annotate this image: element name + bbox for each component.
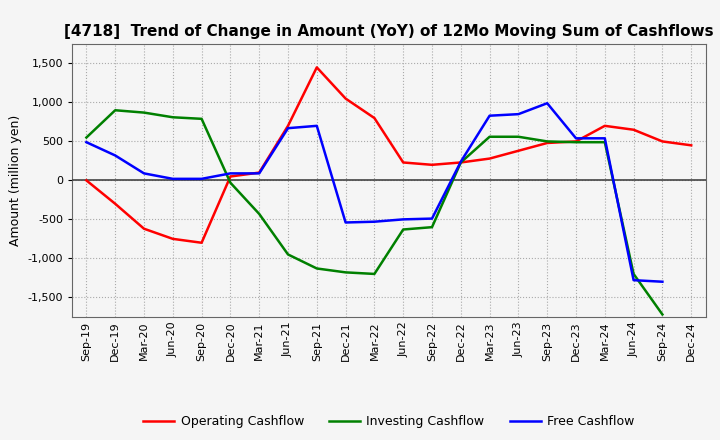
- Free Cashflow: [226, 171, 235, 176]
- Investing Cashflow: [140, 110, 148, 115]
- Free Cashflow: [485, 113, 494, 118]
- Operating Cashflow: [629, 127, 638, 132]
- Investing Cashflow: [658, 312, 667, 317]
- Investing Cashflow: [168, 115, 177, 120]
- Line: Free Cashflow: Free Cashflow: [86, 103, 662, 282]
- Free Cashflow: [399, 217, 408, 222]
- Operating Cashflow: [197, 240, 206, 246]
- Free Cashflow: [543, 101, 552, 106]
- Operating Cashflow: [428, 162, 436, 168]
- Operating Cashflow: [140, 226, 148, 231]
- Operating Cashflow: [255, 170, 264, 175]
- Operating Cashflow: [82, 178, 91, 183]
- Investing Cashflow: [572, 139, 580, 145]
- Title: [4718]  Trend of Change in Amount (YoY) of 12Mo Moving Sum of Cashflows: [4718] Trend of Change in Amount (YoY) o…: [64, 24, 714, 39]
- Free Cashflow: [255, 171, 264, 176]
- Legend: Operating Cashflow, Investing Cashflow, Free Cashflow: Operating Cashflow, Investing Cashflow, …: [138, 411, 639, 433]
- Free Cashflow: [629, 278, 638, 283]
- Free Cashflow: [428, 216, 436, 221]
- Investing Cashflow: [226, 180, 235, 185]
- Free Cashflow: [658, 279, 667, 284]
- Free Cashflow: [284, 125, 292, 131]
- Operating Cashflow: [111, 201, 120, 206]
- Investing Cashflow: [312, 266, 321, 271]
- Operating Cashflow: [456, 160, 465, 165]
- Operating Cashflow: [514, 148, 523, 154]
- Operating Cashflow: [687, 143, 696, 148]
- Investing Cashflow: [600, 139, 609, 145]
- Investing Cashflow: [456, 160, 465, 165]
- Free Cashflow: [514, 111, 523, 117]
- Operating Cashflow: [226, 174, 235, 179]
- Investing Cashflow: [629, 271, 638, 277]
- Free Cashflow: [312, 123, 321, 128]
- Free Cashflow: [572, 136, 580, 141]
- Investing Cashflow: [428, 224, 436, 230]
- Investing Cashflow: [543, 139, 552, 144]
- Investing Cashflow: [485, 134, 494, 139]
- Investing Cashflow: [284, 252, 292, 257]
- Operating Cashflow: [485, 156, 494, 161]
- Investing Cashflow: [514, 134, 523, 139]
- Investing Cashflow: [82, 135, 91, 140]
- Operating Cashflow: [572, 139, 580, 144]
- Free Cashflow: [456, 159, 465, 164]
- Operating Cashflow: [341, 96, 350, 101]
- Investing Cashflow: [111, 108, 120, 113]
- Free Cashflow: [600, 136, 609, 141]
- Operating Cashflow: [399, 160, 408, 165]
- Free Cashflow: [370, 219, 379, 224]
- Operating Cashflow: [600, 123, 609, 128]
- Free Cashflow: [111, 153, 120, 158]
- Investing Cashflow: [197, 116, 206, 121]
- Line: Operating Cashflow: Operating Cashflow: [86, 67, 691, 243]
- Free Cashflow: [168, 176, 177, 181]
- Investing Cashflow: [399, 227, 408, 232]
- Investing Cashflow: [370, 271, 379, 277]
- Free Cashflow: [197, 176, 206, 181]
- Line: Investing Cashflow: Investing Cashflow: [86, 110, 662, 315]
- Y-axis label: Amount (million yen): Amount (million yen): [9, 115, 22, 246]
- Investing Cashflow: [255, 211, 264, 216]
- Free Cashflow: [341, 220, 350, 225]
- Operating Cashflow: [543, 140, 552, 146]
- Operating Cashflow: [370, 115, 379, 121]
- Free Cashflow: [140, 171, 148, 176]
- Investing Cashflow: [341, 270, 350, 275]
- Operating Cashflow: [284, 123, 292, 128]
- Free Cashflow: [82, 139, 91, 145]
- Operating Cashflow: [168, 236, 177, 242]
- Operating Cashflow: [658, 139, 667, 144]
- Operating Cashflow: [312, 65, 321, 70]
